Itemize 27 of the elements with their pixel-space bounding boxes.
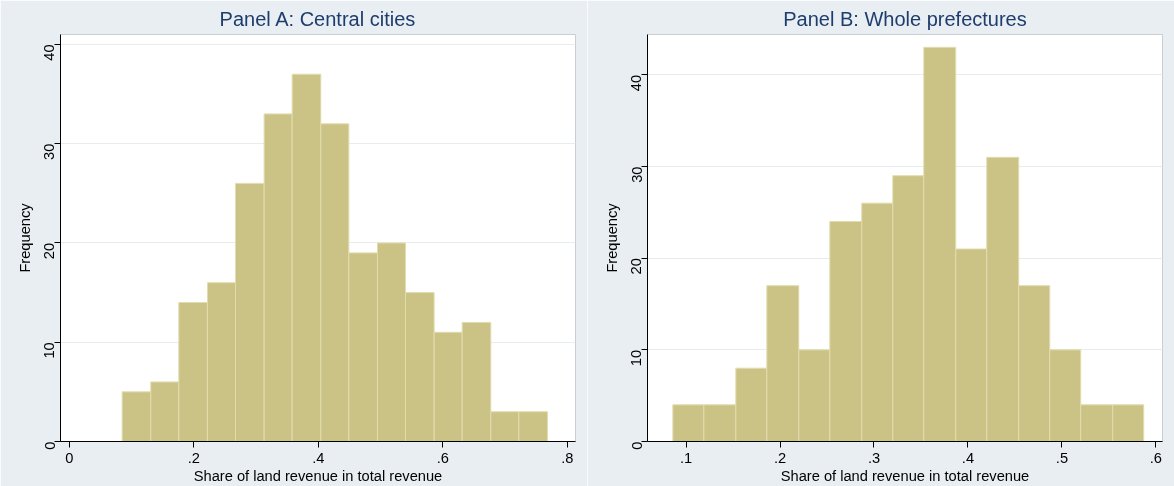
- y-tick-label: 10: [41, 342, 58, 359]
- x-tick-label: .6: [1149, 449, 1163, 466]
- y-tick-label: 10: [628, 349, 645, 367]
- x-tick-label: .2: [187, 449, 200, 466]
- y-tick-label: 30: [41, 143, 58, 160]
- x-tick-label: .8: [561, 449, 574, 466]
- y-tick-label: 30: [628, 166, 645, 183]
- x-tick-label: .2: [773, 449, 787, 466]
- x-tick-label: .4: [312, 449, 325, 466]
- x-tick-label: .6: [436, 449, 449, 466]
- y-tick-label: 40: [41, 44, 58, 61]
- y-tick-label: 20: [41, 242, 58, 260]
- x-axis-title: Share of land revenue in total revenue: [780, 467, 1030, 484]
- x-tick-label: .1: [679, 449, 693, 466]
- chart-title: Panel B: Whole prefectures: [783, 7, 1027, 30]
- y-tick-label: 0: [628, 441, 645, 450]
- y-axis-title: Frequency: [603, 202, 620, 273]
- y-tick-label: 40: [628, 74, 645, 92]
- chart-title: Panel A: Central cities: [219, 7, 416, 30]
- x-tick-label: .5: [1055, 449, 1069, 466]
- y-axis-title: Frequency: [16, 202, 33, 273]
- x-tick-label: 0: [65, 449, 74, 466]
- y-tick-label: 20: [628, 258, 645, 275]
- x-tick-label: .3: [867, 449, 881, 466]
- y-tick-label: 0: [41, 441, 58, 450]
- x-axis-title: Share of land revenue in total revenue: [193, 467, 443, 484]
- x-tick-label: .4: [961, 449, 975, 466]
